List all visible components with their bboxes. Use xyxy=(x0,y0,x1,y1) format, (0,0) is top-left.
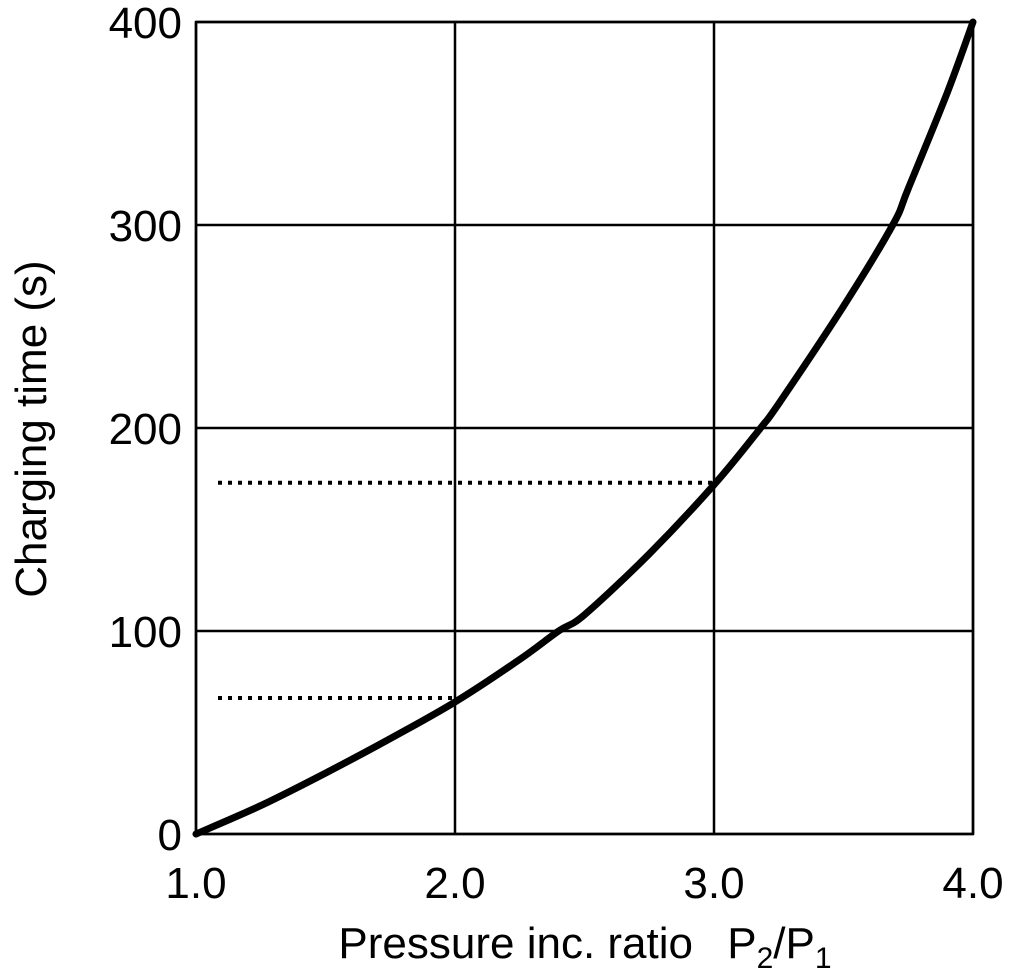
reference-lines xyxy=(218,480,714,700)
charging-time-curve xyxy=(192,18,977,838)
y-tick-label: 100 xyxy=(109,608,182,657)
x-axis-label-text: Pressure inc. ratio xyxy=(338,919,693,968)
data-series xyxy=(192,18,977,838)
x-tick-label: 3.0 xyxy=(683,859,744,908)
x-tick-labels: 1.0 2.0 3.0 4.0 xyxy=(165,859,1003,908)
x-tick-label: 2.0 xyxy=(424,859,485,908)
x-tick-label: 4.0 xyxy=(942,859,1003,908)
y-tick-label: 0 xyxy=(158,811,182,860)
y-tick-label: 400 xyxy=(109,0,182,48)
y-axis-label: Charging time (s) xyxy=(7,260,56,597)
y-tick-label: 200 xyxy=(109,405,182,454)
y-tick-label: 300 xyxy=(109,202,182,251)
y-tick-labels: 0 100 200 300 400 xyxy=(109,0,182,860)
x-axis-symbol-sub-1: 1 xyxy=(815,942,832,975)
x-axis-symbol-sub-2: 2 xyxy=(757,942,774,975)
plot-frame xyxy=(194,20,975,836)
x-axis-symbol-p2: P xyxy=(727,919,756,968)
x-axis-label: Pressure inc. ratio P2/P1 xyxy=(338,919,831,975)
grid xyxy=(194,20,975,836)
x-axis-symbol-slash: / xyxy=(773,919,786,968)
x-axis-symbol-p1: P xyxy=(786,919,815,968)
x-tick-label: 1.0 xyxy=(165,859,226,908)
